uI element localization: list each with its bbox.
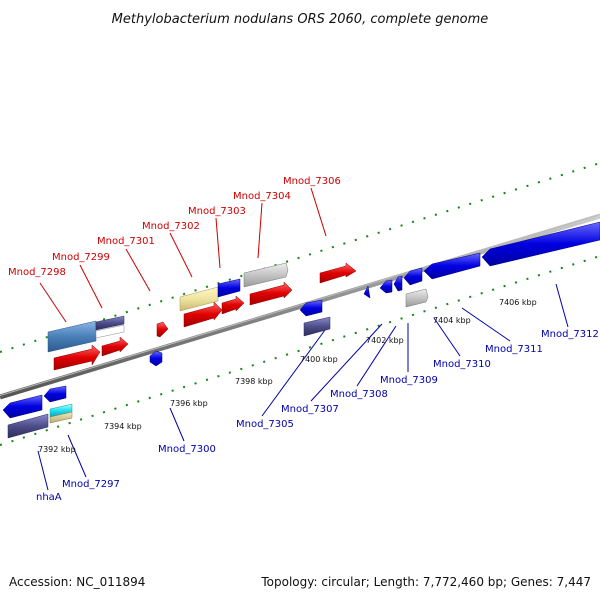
gene-slate-block-2[interactable] (303, 316, 331, 337)
kbp-label-7392: 7392 kbp (38, 445, 76, 454)
top-gene-labels: Mnod_7298 Mnod_7299 Mnod_7301 Mnod_7302 … (8, 176, 341, 278)
gene-blue-arrow-2[interactable] (43, 385, 67, 403)
gene-label-mnod-7308[interactable]: Mnod_7308 (330, 389, 388, 400)
gene-label-mnod-7305[interactable]: Mnod_7305 (236, 419, 294, 430)
gene-label-mnod-7297[interactable]: Mnod_7297 (62, 479, 120, 490)
gene-red-small-1[interactable] (156, 321, 169, 338)
bottom-leader-lines (37, 283, 569, 491)
gene-label-mnod-7311[interactable]: Mnod_7311 (485, 344, 543, 355)
gene-blue-arrow-3[interactable] (299, 299, 323, 317)
gene-blue-arrow-6[interactable] (403, 267, 423, 286)
kbp-label-7406: 7406 kbp (499, 298, 537, 307)
kbp-label-7404: 7404 kbp (433, 316, 471, 325)
gene-red-arrow-1[interactable] (53, 344, 101, 371)
gene-label-nhaa[interactable]: nhaA (36, 492, 62, 503)
kbp-label-7400: 7400 kbp (300, 355, 338, 364)
gene-red-arrow-5[interactable] (249, 281, 293, 306)
topology-text: Topology: circular; Length: 7,772,460 bp… (260, 575, 591, 589)
gene-slate-block-1[interactable] (7, 413, 49, 439)
gene-steel-blue-block[interactable] (47, 315, 125, 353)
gene-label-mnod-7309[interactable]: Mnod_7309 (380, 375, 438, 386)
bottom-gene-labels: nhaA Mnod_7297 Mnod_7300 Mnod_7305 Mnod_… (36, 329, 599, 503)
kbp-label-7398: 7398 kbp (235, 377, 273, 386)
gene-grey-block[interactable] (243, 262, 289, 288)
kbp-scale-labels: 7392 kbp 7394 kbp 7396 kbp 7398 kbp 7400… (38, 298, 537, 454)
gene-label-mnod-7307[interactable]: Mnod_7307 (281, 404, 339, 415)
gene-label-mnod-7312[interactable]: Mnod_7312 (541, 329, 599, 340)
gene-label-mnod-7299[interactable]: Mnod_7299 (52, 252, 110, 263)
gene-red-arrow-4[interactable] (221, 295, 245, 315)
kbp-label-7396: 7396 kbp (170, 399, 208, 408)
gene-features-bottom (2, 221, 600, 439)
gene-label-mnod-7302[interactable]: Mnod_7302 (142, 221, 200, 232)
gene-blue-arrow-1[interactable] (2, 394, 43, 419)
gene-blue-small-2[interactable] (363, 285, 371, 299)
genome-backbone (0, 213, 600, 400)
gene-label-mnod-7306[interactable]: Mnod_7306 (283, 176, 341, 187)
gene-label-mnod-7303[interactable]: Mnod_7303 (188, 206, 246, 217)
accession-text: Accession: NC_011894 (9, 575, 145, 589)
gene-label-mnod-7301[interactable]: Mnod_7301 (97, 236, 155, 247)
gene-blue-arrow-5[interactable] (393, 275, 403, 292)
gene-blue-small-1[interactable] (149, 350, 163, 367)
gene-blue-arrow-8[interactable] (481, 221, 600, 267)
gene-blue-arrow-7[interactable] (423, 252, 481, 280)
gene-grey-small[interactable] (405, 288, 429, 308)
gene-tan-block[interactable] (49, 411, 73, 424)
kbp-label-7402: 7402 kbp (366, 336, 404, 345)
gene-red-arrow-3[interactable] (183, 301, 223, 328)
map-title: Methylobacterium nodulans ORS 2060, comp… (112, 12, 489, 27)
gene-label-mnod-7310[interactable]: Mnod_7310 (433, 359, 491, 370)
gene-label-mnod-7298[interactable]: Mnod_7298 (8, 267, 66, 278)
gene-red-arrow-6[interactable] (319, 262, 357, 284)
gene-blue-arrow-4[interactable] (379, 279, 393, 294)
top-leader-lines (39, 187, 327, 323)
kbp-label-7394: 7394 kbp (104, 422, 142, 431)
gene-red-arrow-2[interactable] (101, 336, 129, 357)
gene-label-mnod-7300[interactable]: Mnod_7300 (158, 444, 216, 455)
gene-features-top (47, 262, 357, 371)
gene-blue-block-top[interactable] (217, 278, 241, 298)
gene-label-mnod-7304[interactable]: Mnod_7304 (233, 191, 291, 202)
gene-yellow-block[interactable] (179, 286, 219, 312)
